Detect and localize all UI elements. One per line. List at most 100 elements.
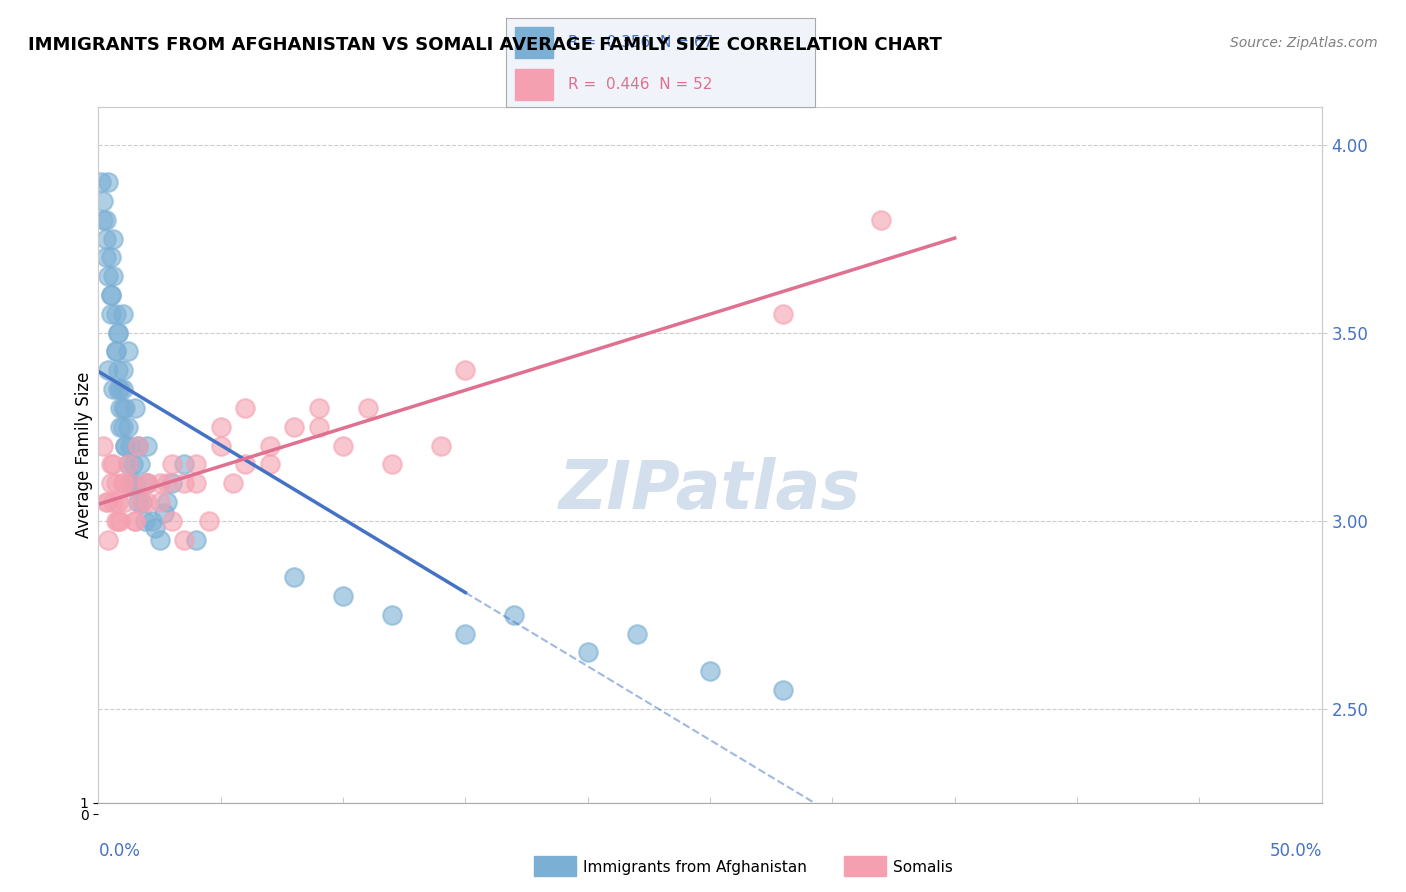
Point [121,458,143,472]
Point [91,438,114,452]
Point [626,626,648,640]
Point [332,438,354,452]
Point [186,476,208,491]
Point [100,458,122,472]
Point [111,476,134,491]
Point [136,476,159,491]
Point [156,476,179,491]
Point [127,495,149,509]
Point [110,514,132,528]
Point [94,212,117,227]
Text: Source: ZipAtlas.com: Source: ZipAtlas.com [1230,36,1378,50]
Point [576,645,599,659]
Point [117,419,139,434]
Point [173,476,195,491]
Point [124,514,146,528]
Point [111,382,134,396]
Point [100,288,122,302]
Point [97,269,120,284]
Point [111,476,134,491]
Point [136,495,159,509]
Point [101,458,124,472]
Text: 50.0%: 50.0% [1270,842,1322,860]
Point [94,495,117,509]
Point [101,269,124,284]
Point [149,533,172,547]
Point [149,495,172,509]
Point [186,533,208,547]
Point [381,607,404,622]
Bar [516,69,553,100]
Point [454,363,477,377]
Point [124,514,146,528]
Point [111,419,134,434]
Point [143,521,166,535]
Point [308,419,330,434]
Point [101,382,124,396]
Text: IMMIGRANTS FROM AFGHANISTAN VS SOMALI AVERAGE FAMILY SIZE CORRELATION CHART: IMMIGRANTS FROM AFGHANISTAN VS SOMALI AV… [28,36,942,54]
Point [772,307,794,321]
Point [110,382,132,396]
Point [156,495,179,509]
Point [114,495,136,509]
Point [107,382,129,396]
Point [104,514,127,528]
Point [136,476,159,491]
Point [197,514,219,528]
Point [173,533,195,547]
Point [136,476,159,491]
Point [233,458,256,472]
Point [110,401,132,415]
Point [283,570,305,584]
Point [283,419,305,434]
Point [97,175,120,189]
Point [141,514,163,528]
Point [136,438,159,452]
Point [127,438,149,452]
Point [222,476,245,491]
Point [107,326,129,340]
Point [91,212,114,227]
Point [186,458,208,472]
Point [332,589,354,603]
Point [97,363,120,377]
Point [160,476,183,491]
Point [259,438,281,452]
Point [111,401,134,415]
Text: Immigrants from Afghanistan: Immigrants from Afghanistan [583,860,807,874]
Bar [516,27,553,58]
Point [149,476,172,491]
Text: Somalis: Somalis [893,860,953,874]
Point [100,288,122,302]
Point [114,401,136,415]
Point [101,495,124,509]
Point [120,476,142,491]
Point [233,401,256,415]
Point [101,232,124,246]
Point [107,326,129,340]
Point [209,419,232,434]
Point [97,495,120,509]
Point [308,401,330,415]
Point [430,438,453,452]
Point [94,251,117,265]
Point [131,495,153,509]
Text: R =  0.446  N = 52: R = 0.446 N = 52 [568,78,713,92]
Text: 0.0%: 0.0% [98,842,141,860]
Point [114,438,136,452]
Point [114,438,136,452]
Point [107,514,129,528]
Point [870,212,893,227]
Point [104,476,127,491]
Point [97,533,120,547]
Point [91,194,114,208]
Point [134,514,156,528]
Point [104,344,127,359]
Point [100,307,122,321]
Point [100,476,122,491]
Point [120,438,142,452]
Point [127,438,149,452]
Point [356,401,378,415]
Text: ZIPatlas: ZIPatlas [560,457,860,523]
Point [153,506,176,520]
